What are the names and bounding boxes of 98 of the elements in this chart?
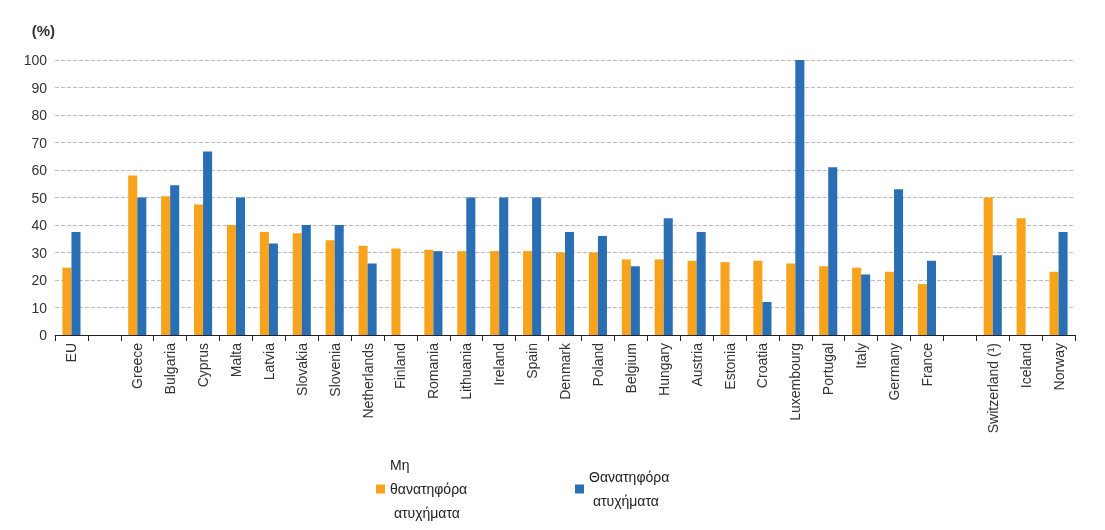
bar [720, 262, 730, 335]
bar [597, 236, 607, 335]
bar [62, 267, 72, 335]
x-tick-label: France [918, 342, 935, 387]
bar [325, 240, 335, 335]
bar [861, 274, 871, 335]
x-tick-label: Germany [886, 343, 903, 401]
y-tick-label: 10 [31, 299, 48, 316]
bar [466, 197, 476, 335]
bar [926, 260, 936, 335]
y-tick-label: 50 [31, 189, 48, 206]
bar [161, 196, 171, 335]
x-tick-label: Ireland [491, 343, 508, 386]
bar [334, 225, 344, 335]
bar [490, 251, 500, 335]
bar [235, 197, 246, 335]
bar [433, 251, 443, 335]
bar [786, 263, 796, 335]
bar [795, 60, 805, 335]
bar [137, 197, 147, 335]
bar [268, 243, 278, 335]
bar [170, 185, 180, 335]
bar [424, 249, 434, 335]
bar [259, 231, 269, 335]
x-tick-label: Bulgaria [162, 342, 179, 395]
y-tick-label: 20 [31, 272, 48, 288]
bar [917, 284, 927, 335]
x-tick-label: Denmark [557, 342, 573, 400]
x-tick-label: Croatia [754, 342, 771, 389]
bar [828, 167, 838, 335]
x-tick-label: Finland [392, 343, 409, 389]
bar [884, 271, 895, 335]
bar [654, 259, 664, 335]
x-tick-label: Greece [129, 342, 146, 389]
x-tick-label: EU [63, 343, 80, 363]
bar [753, 260, 763, 335]
bar [301, 225, 311, 335]
x-tick-label: Poland [589, 343, 606, 387]
bar [128, 175, 138, 335]
y-tick-label: 70 [31, 134, 48, 151]
x-tick-label: Belgium [622, 343, 639, 394]
x-tick-label: Latvia [260, 342, 277, 381]
bar [1049, 271, 1059, 335]
bar [532, 197, 542, 335]
legend-label: Μη θανατηφόρα ατυχήματα [390, 457, 468, 521]
bar [367, 263, 377, 335]
bar [523, 251, 533, 335]
bar [762, 302, 772, 335]
y-tick-label: 30 [31, 244, 48, 261]
y-tick-label: 90 [31, 79, 48, 96]
x-tick-label: Switzerland (¹) [984, 343, 1001, 434]
x-tick-label: Iceland [1017, 343, 1034, 389]
bar [555, 252, 565, 335]
x-tick-label: Netherlands [359, 343, 376, 419]
bar [894, 189, 904, 335]
x-tick-label: Slovenia [326, 342, 343, 397]
bar [663, 218, 673, 335]
bar [992, 255, 1002, 335]
x-tick-label: Hungary [655, 343, 672, 396]
bar [588, 252, 598, 335]
bar [687, 260, 697, 335]
bar [819, 266, 829, 335]
x-tick-label: Lithuania [458, 342, 475, 400]
x-tick-label: Italy [853, 343, 870, 369]
bar [194, 204, 204, 335]
bar [1016, 218, 1026, 335]
bar [983, 197, 993, 335]
y-tick-label: 60 [31, 162, 48, 178]
y-axis-title: (%) [31, 22, 55, 39]
bar [852, 267, 862, 335]
y-tick-label: 40 [31, 217, 48, 233]
bar [621, 259, 631, 335]
bar [696, 231, 706, 335]
x-tick-label: Austria [688, 342, 705, 387]
y-tick-label: 0 [39, 327, 48, 343]
x-tick-label: Norway [1050, 343, 1067, 391]
bar [226, 225, 236, 335]
bar [1058, 231, 1068, 335]
bar [358, 245, 368, 335]
y-tick-label: 80 [31, 107, 48, 123]
y-tick-label: 100 [23, 52, 48, 68]
legend-label: Θανατηφόρα ατυχήματα [589, 469, 670, 509]
bar [457, 251, 467, 335]
bar [630, 266, 640, 335]
x-tick-label: Cyprus [195, 343, 212, 388]
bar [499, 197, 509, 335]
x-tick-label: Slovakia [293, 342, 310, 396]
x-tick-label: Estonia [721, 342, 738, 390]
x-tick-label: Spain [524, 343, 541, 379]
bar [71, 231, 81, 335]
x-tick-label: Portugal [820, 343, 837, 396]
x-tick-label: Romania [425, 342, 442, 400]
bar [565, 231, 575, 335]
x-tick-label: Malta [227, 342, 244, 378]
x-tick-label: Luxembourg [787, 343, 804, 421]
bar [203, 151, 213, 335]
bar [391, 248, 401, 335]
bar [292, 233, 302, 335]
